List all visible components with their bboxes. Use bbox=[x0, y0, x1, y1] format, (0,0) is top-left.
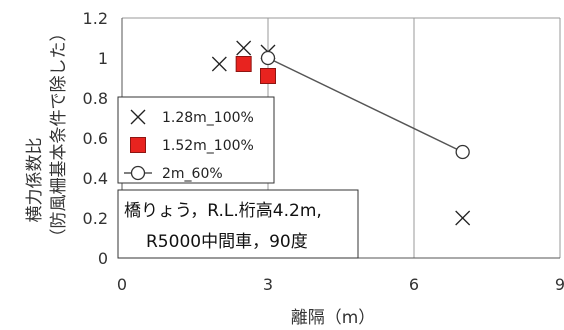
y-tick-label-4: 0.8 bbox=[83, 89, 108, 108]
legend-item-0: 1.28m_100% bbox=[130, 109, 254, 126]
legend-label-0: 1.28m_100% bbox=[162, 110, 254, 126]
x-tick-label-2: 6 bbox=[409, 275, 419, 294]
legend-marker-0 bbox=[130, 109, 146, 125]
x-tick-label-3: 9 bbox=[555, 275, 564, 294]
legend-label-2: 2m_60% bbox=[162, 166, 223, 182]
x-tick-labels: 0 3 6 9 bbox=[117, 275, 564, 294]
annotation-line2: R5000中間車，90度 bbox=[146, 232, 308, 252]
legend: 1.28m_100% 1.52m_100% 2m_60% bbox=[117, 96, 275, 184]
y-tick-label-0: 0 bbox=[98, 249, 108, 268]
legend-item-1: 1.52m_100% bbox=[130, 137, 254, 154]
y-axis-title-line1: 横力係数比 bbox=[25, 138, 45, 223]
series-2 bbox=[260, 50, 470, 160]
y-tick-label-3: 0.6 bbox=[83, 129, 108, 148]
y-tick-label-5: 1 bbox=[98, 49, 108, 68]
y-tick-label-1: 0.2 bbox=[83, 209, 108, 228]
series-1-point-1 bbox=[260, 68, 276, 84]
y-axis-title-line2: （防風柵基本条件で除した） bbox=[49, 25, 69, 246]
annotation-line1: 橋りょう，R.L.桁高4.2m, bbox=[124, 201, 322, 221]
annotation-box bbox=[117, 189, 359, 259]
series-1-point-0 bbox=[235, 56, 252, 72]
legend-items: 1.28m_100% 1.52m_100% 2m_60% bbox=[124, 109, 254, 182]
x-axis-title: 離隔（m） bbox=[291, 308, 376, 328]
annotation: 橋りょう，R.L.桁高4.2m, R5000中間車，90度 bbox=[117, 189, 359, 259]
series-2-point-1 bbox=[455, 144, 470, 160]
x-tick-label-1: 3 bbox=[263, 275, 273, 294]
y-tick-label-6: 1.2 bbox=[83, 9, 108, 28]
series-2-point-0 bbox=[260, 50, 276, 66]
series-0-point-1 bbox=[236, 40, 252, 56]
series-0-point-3 bbox=[455, 210, 471, 226]
legend-marker-2 bbox=[130, 165, 146, 181]
y-tick-labels: 0 0.2 0.4 0.6 0.8 1 1.2 bbox=[83, 9, 108, 268]
x-tick-label-0: 0 bbox=[117, 275, 127, 294]
legend-item-2: 2m_60% bbox=[124, 165, 223, 182]
series-1 bbox=[235, 56, 276, 84]
legend-label-1: 1.52m_100% bbox=[162, 138, 254, 154]
series-layer bbox=[211, 40, 471, 226]
series-2-line bbox=[267, 57, 463, 153]
legend-marker-1 bbox=[130, 137, 146, 153]
series-0-point-0 bbox=[211, 56, 227, 72]
y-tick-label-2: 0.4 bbox=[83, 169, 108, 188]
